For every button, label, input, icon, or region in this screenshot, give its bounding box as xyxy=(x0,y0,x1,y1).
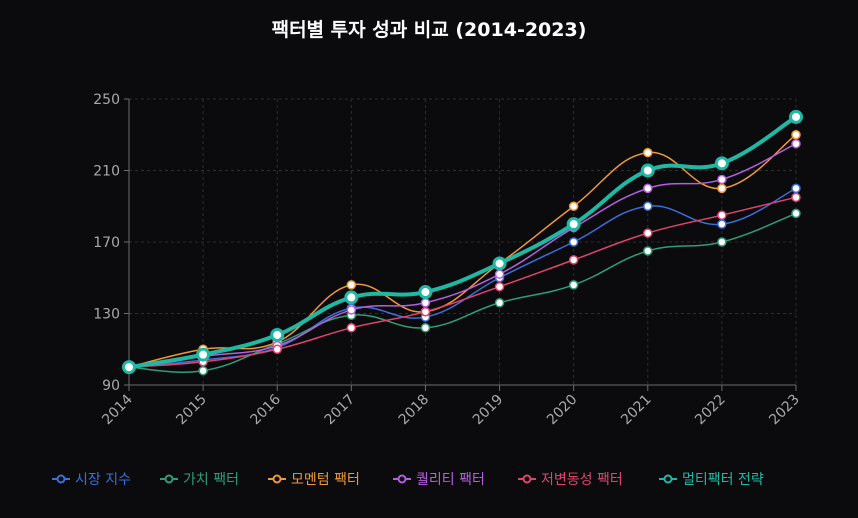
data-point[interactable] xyxy=(346,323,357,333)
series-line xyxy=(128,212,797,373)
x-tick-label: 2020 xyxy=(544,392,581,429)
data-point[interactable] xyxy=(198,365,208,376)
data-point[interactable] xyxy=(568,237,579,247)
x-tick-label: 2015 xyxy=(173,392,210,429)
series-5 xyxy=(122,109,803,375)
series-line xyxy=(128,196,797,368)
data-point[interactable] xyxy=(494,269,505,279)
data-point[interactable] xyxy=(270,327,285,342)
series-4 xyxy=(124,192,801,372)
x-tick-label: 2014 xyxy=(99,391,136,428)
data-point[interactable] xyxy=(643,183,653,194)
data-point[interactable] xyxy=(122,360,136,375)
data-point[interactable] xyxy=(272,344,282,354)
data-point[interactable] xyxy=(643,228,653,238)
series-line xyxy=(128,187,797,368)
legend-swatch-marker xyxy=(272,474,282,484)
legend-label: 저변동성 팩터 xyxy=(541,472,623,488)
legend-item[interactable]: 퀄리티 팩터 xyxy=(393,472,485,488)
x-tick-label: 2023 xyxy=(766,392,803,429)
data-point[interactable] xyxy=(344,290,359,305)
legend-label: 퀄리티 팩터 xyxy=(416,472,485,488)
y-tick-label: 250 xyxy=(93,92,120,108)
legend-swatch-marker xyxy=(663,474,673,484)
data-point[interactable] xyxy=(717,237,727,247)
x-tick-label: 2017 xyxy=(322,392,359,429)
legend-swatch-marker xyxy=(522,474,532,484)
data-point[interactable] xyxy=(420,323,431,333)
data-point[interactable] xyxy=(568,201,579,211)
data-point[interactable] xyxy=(789,109,803,124)
data-point[interactable] xyxy=(568,255,579,265)
data-point[interactable] xyxy=(196,347,211,362)
legend-item[interactable]: 모멘텀 팩터 xyxy=(268,472,360,488)
y-tick-label: 170 xyxy=(93,235,120,251)
legend-swatch-marker xyxy=(56,474,66,484)
legend: 시장 지수 가치 팩터 모멘텀 팩터 퀄리티 팩터 저변동성 팩터 멀티팩터 전략 xyxy=(52,472,764,488)
data-point[interactable] xyxy=(717,174,727,185)
x-tick-label: 2021 xyxy=(618,392,655,429)
legend-label: 가치 팩터 xyxy=(183,472,239,488)
series-line xyxy=(127,114,798,370)
data-point[interactable] xyxy=(346,305,357,315)
series-line xyxy=(128,142,797,368)
data-point[interactable] xyxy=(492,256,507,271)
x-tick-label: 2022 xyxy=(692,392,729,429)
data-point[interactable] xyxy=(494,281,505,292)
data-point[interactable] xyxy=(717,219,727,229)
y-tick-label: 90 xyxy=(102,378,120,394)
legend-label: 멀티팩터 전략 xyxy=(682,472,764,488)
y-tick-label: 130 xyxy=(93,307,120,323)
x-tick-label: 2018 xyxy=(396,392,433,429)
data-point[interactable] xyxy=(643,246,653,256)
series-3 xyxy=(124,138,801,372)
legend-label: 시장 지수 xyxy=(75,472,131,488)
series-line xyxy=(128,134,797,368)
data-point[interactable] xyxy=(714,156,729,171)
legend-item[interactable]: 저변동성 팩터 xyxy=(518,472,623,488)
axis-layer: 90 130 170 210 250 2014 2015 2016 2017 2018 2019 20… xyxy=(93,92,803,428)
data-point[interactable] xyxy=(418,285,433,300)
data-point[interactable] xyxy=(566,217,581,232)
chart-title: 팩터별 투자 성과 비교 (2014-2023) xyxy=(272,19,587,41)
data-point[interactable] xyxy=(791,208,801,219)
data-point[interactable] xyxy=(791,192,801,203)
legend-swatch-marker xyxy=(397,474,407,484)
data-point[interactable] xyxy=(791,138,801,149)
data-point[interactable] xyxy=(643,147,653,158)
data-point[interactable] xyxy=(791,183,801,194)
data-point[interactable] xyxy=(346,280,357,290)
x-tick-label: 2019 xyxy=(470,392,507,429)
data-point[interactable] xyxy=(494,298,505,308)
series-0 xyxy=(124,183,801,372)
data-point[interactable] xyxy=(640,163,655,178)
grid-layer xyxy=(128,98,797,386)
data-point[interactable] xyxy=(717,183,727,194)
series-layer xyxy=(122,109,803,376)
y-tick-label: 210 xyxy=(93,164,120,180)
data-point[interactable] xyxy=(643,201,653,211)
data-point[interactable] xyxy=(791,130,801,140)
data-point[interactable] xyxy=(717,210,727,220)
legend-item[interactable]: 시장 지수 xyxy=(52,472,131,488)
data-point[interactable] xyxy=(420,298,431,308)
x-tick-label: 2016 xyxy=(248,391,285,428)
legend-label: 모멘텀 팩터 xyxy=(291,472,360,488)
data-point[interactable] xyxy=(568,280,579,290)
legend-item[interactable]: 가치 팩터 xyxy=(160,472,239,488)
legend-swatch-marker xyxy=(164,474,174,484)
legend-item[interactable]: 멀티팩터 전략 xyxy=(659,472,764,488)
data-point[interactable] xyxy=(420,306,431,317)
